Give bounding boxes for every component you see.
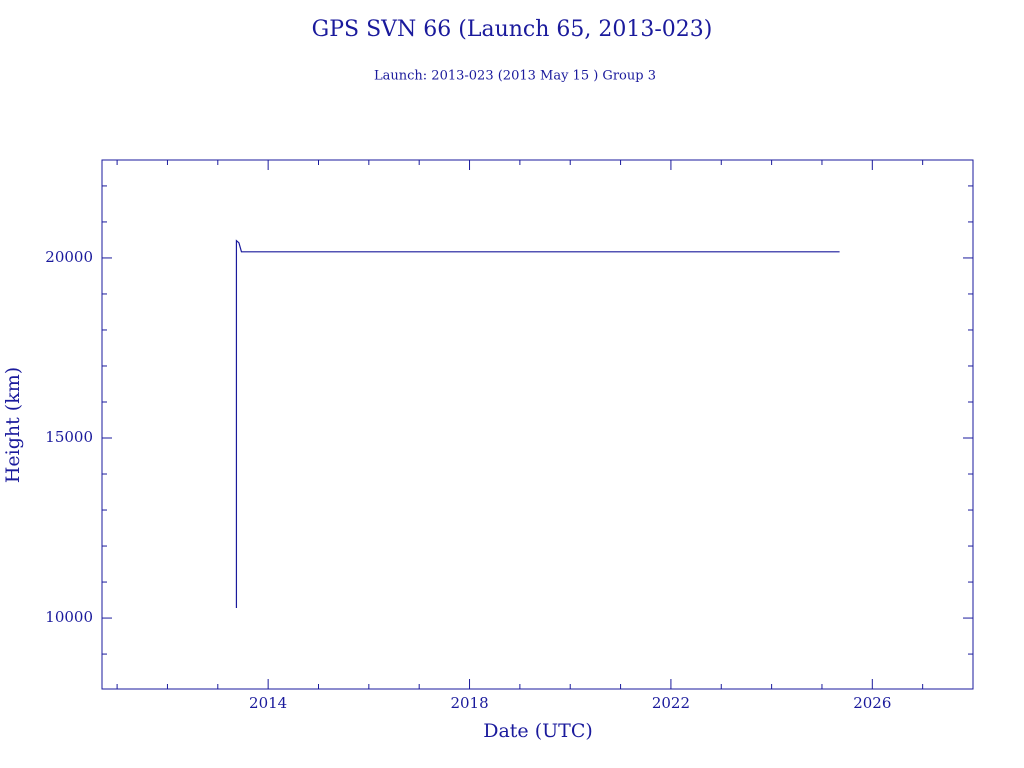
chart-subtitle: Launch: 2013-023 (2013 May 15 ) Group 3 bbox=[374, 69, 656, 84]
plot-frame bbox=[101, 159, 974, 690]
y-tick-label: 10000 bbox=[45, 608, 93, 626]
y-tick-label: 20000 bbox=[45, 248, 93, 266]
y-axis-label: Height (km) bbox=[2, 367, 24, 483]
x-axis-label: Date (UTC) bbox=[483, 720, 593, 742]
x-tick-label: 2022 bbox=[652, 694, 690, 712]
x-tick-label: 2018 bbox=[450, 694, 488, 712]
x-tick-label: 2026 bbox=[853, 694, 891, 712]
chart-title: GPS SVN 66 (Launch 65, 2013-023) bbox=[312, 17, 713, 42]
y-tick-label: 15000 bbox=[45, 428, 93, 446]
data-line bbox=[235, 239, 840, 608]
x-tick-label: 2014 bbox=[249, 694, 287, 712]
